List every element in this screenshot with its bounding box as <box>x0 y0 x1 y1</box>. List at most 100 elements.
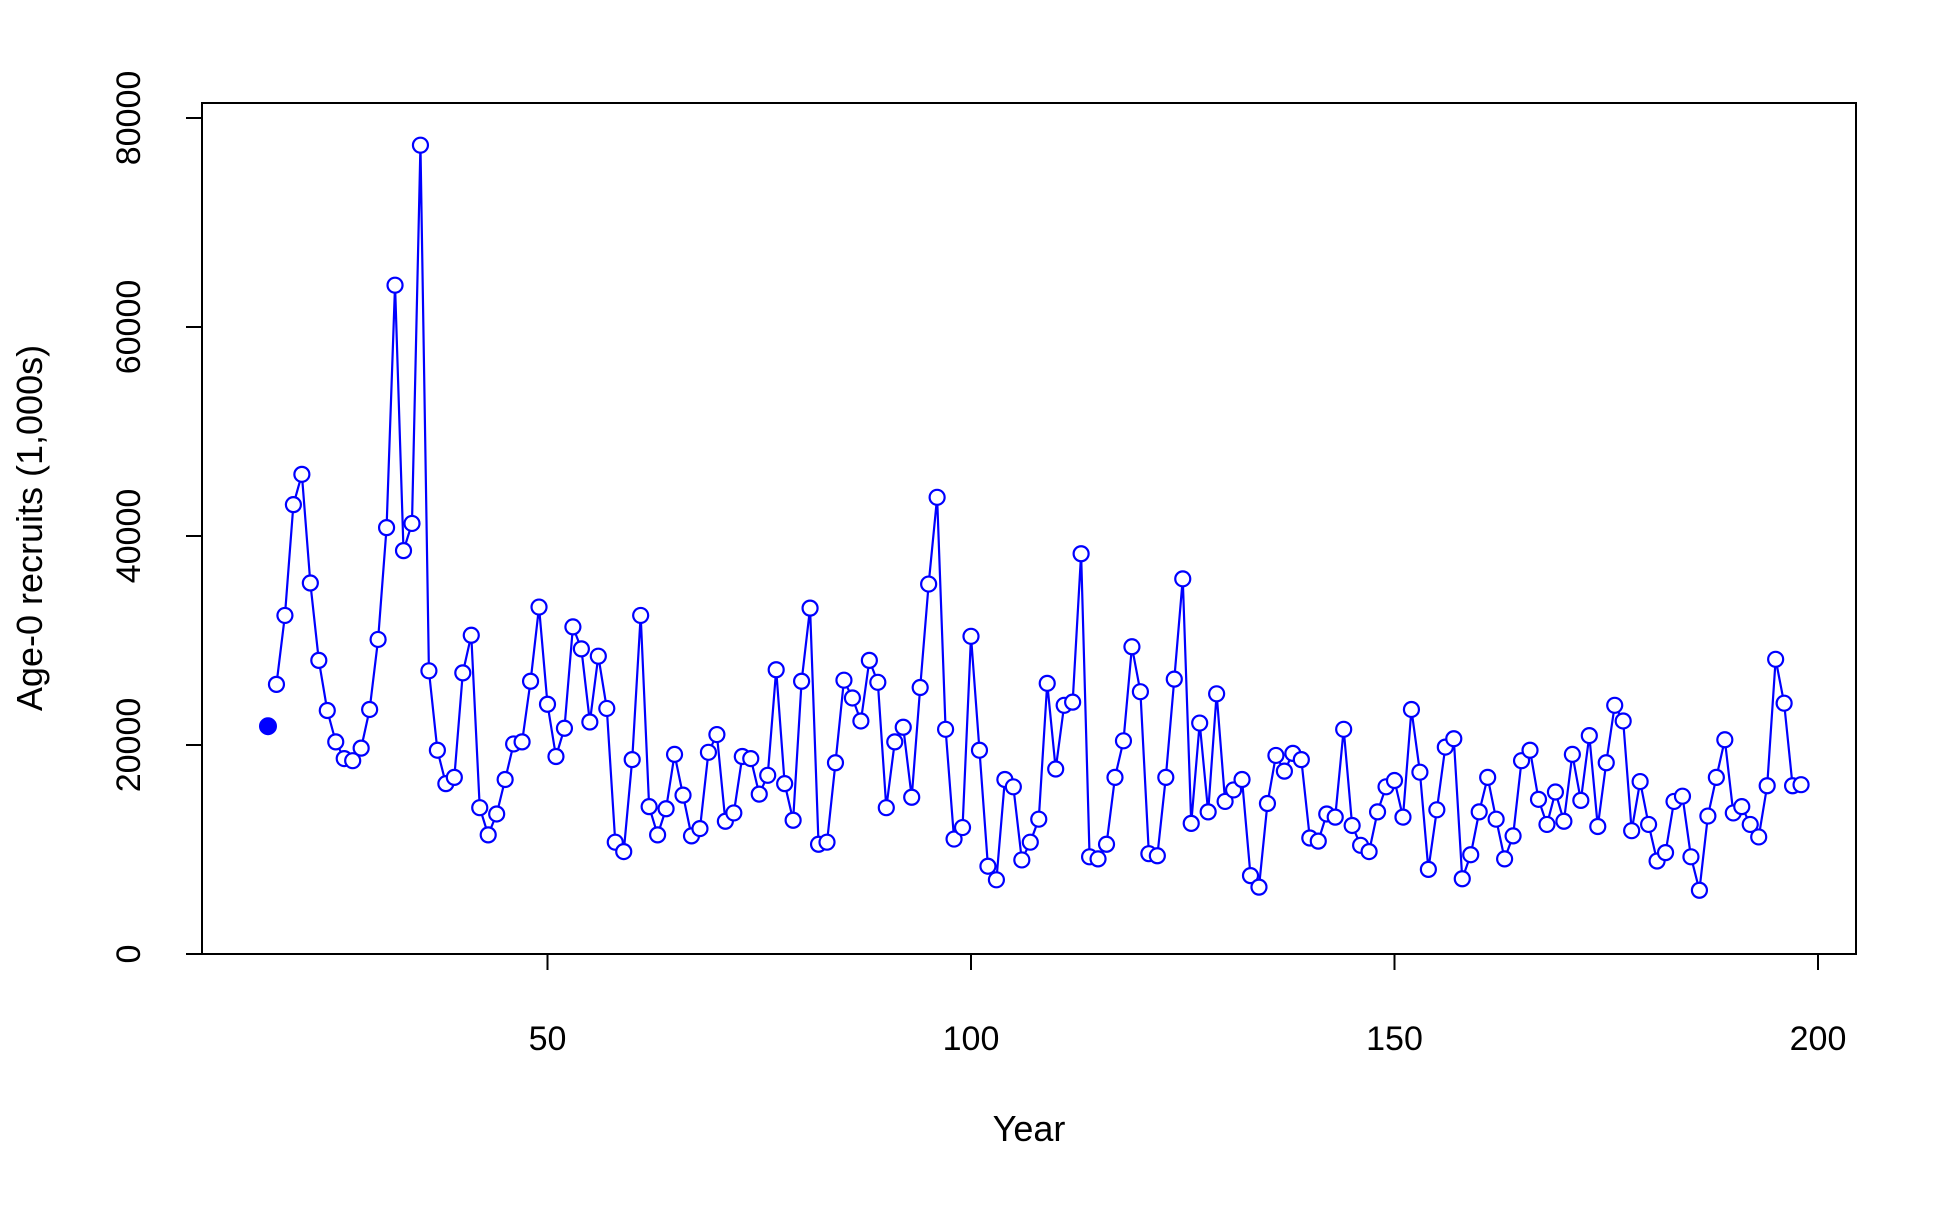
data-point <box>818 833 836 851</box>
data-point <box>1072 545 1090 563</box>
data-point <box>699 743 718 761</box>
data-point <box>1216 792 1234 811</box>
data-point <box>479 826 497 844</box>
data-point <box>1741 815 1759 834</box>
data-point <box>530 598 548 616</box>
data-point <box>1445 730 1463 748</box>
data-point <box>1572 791 1590 809</box>
data-point <box>1411 763 1429 781</box>
data-point <box>1368 803 1387 821</box>
data-point <box>615 842 633 861</box>
data-point <box>1462 846 1480 864</box>
data-point <box>318 701 336 720</box>
data-point <box>310 651 328 669</box>
data-point <box>970 741 989 759</box>
data-point <box>1165 670 1183 688</box>
data-point <box>403 514 421 533</box>
data-point <box>835 671 853 689</box>
data-point <box>1606 696 1624 714</box>
data-point <box>1767 650 1785 668</box>
x-axis-title: Year <box>993 1108 1066 1149</box>
data-point <box>1716 731 1734 749</box>
data-point <box>911 678 929 697</box>
data-point <box>1182 814 1200 832</box>
data-point <box>1131 683 1150 701</box>
data-point <box>1335 720 1353 738</box>
data-point <box>1496 850 1514 868</box>
data-point <box>589 647 607 665</box>
data-point <box>1208 685 1226 703</box>
data-point <box>1690 881 1709 899</box>
data-point <box>564 618 582 636</box>
data-point <box>420 662 438 680</box>
data-point <box>1453 870 1471 888</box>
data-point <box>496 770 514 789</box>
data-point <box>1589 817 1607 836</box>
data-point <box>1733 798 1751 816</box>
data-point <box>521 672 540 690</box>
data-point <box>1089 850 1107 868</box>
data-point <box>767 661 785 679</box>
data-point <box>1038 674 1056 692</box>
series-layer <box>258 136 1810 899</box>
data-point <box>1639 815 1658 834</box>
data-point <box>1030 810 1048 828</box>
data-point <box>1267 746 1285 765</box>
data-point <box>276 606 294 625</box>
data-point <box>903 788 921 806</box>
data-point <box>1013 851 1031 869</box>
plot-frame <box>201 102 1857 955</box>
data-point <box>1148 847 1166 865</box>
x-tick-label: 150 <box>1366 1020 1423 1058</box>
data-point <box>945 830 963 848</box>
data-point <box>1199 803 1217 821</box>
data-point <box>860 651 878 669</box>
data-point <box>936 720 955 738</box>
y-axis-title: Age-0 recruits (1,000s) <box>9 345 50 711</box>
data-point <box>1563 745 1581 764</box>
data-point <box>920 575 938 593</box>
data-point <box>1597 754 1615 772</box>
data-point <box>513 733 531 751</box>
data-point <box>987 871 1006 889</box>
data-point <box>1004 778 1022 796</box>
data-point <box>640 798 658 816</box>
data-point <box>1504 827 1522 845</box>
data-point <box>1623 822 1641 840</box>
data-point <box>394 542 413 560</box>
data-point <box>877 799 895 817</box>
data-point <box>979 857 997 875</box>
data-point <box>1479 768 1497 786</box>
data-point <box>598 699 616 718</box>
data-point <box>1580 726 1598 745</box>
data-point <box>1394 808 1412 826</box>
data-point <box>1326 808 1344 826</box>
data-point <box>1343 816 1361 835</box>
data-point <box>1275 762 1293 780</box>
data-point <box>1656 844 1675 862</box>
data-point <box>462 626 480 644</box>
data-point <box>1097 835 1116 853</box>
data-point <box>843 689 862 707</box>
data-point <box>1538 815 1556 834</box>
data-point <box>928 488 946 506</box>
data-point <box>1309 832 1327 850</box>
data-point <box>1529 790 1548 808</box>
data-point <box>1707 768 1725 786</box>
y-axis: 0 20000 40000 60000 80000 <box>110 71 203 963</box>
data-point <box>369 630 387 649</box>
y-tick-label: 40000 <box>110 489 148 584</box>
data-point <box>488 805 506 823</box>
data-point <box>1064 693 1082 711</box>
data-point <box>1047 760 1065 778</box>
y-tick-label: 20000 <box>110 698 148 793</box>
data-point <box>1258 794 1277 813</box>
x-tick-label: 50 <box>529 1020 567 1058</box>
data-point <box>1241 867 1260 885</box>
data-point <box>327 733 345 751</box>
x-tick-label: 200 <box>1790 1020 1847 1058</box>
data-point <box>953 818 972 837</box>
data-point <box>894 718 912 736</box>
